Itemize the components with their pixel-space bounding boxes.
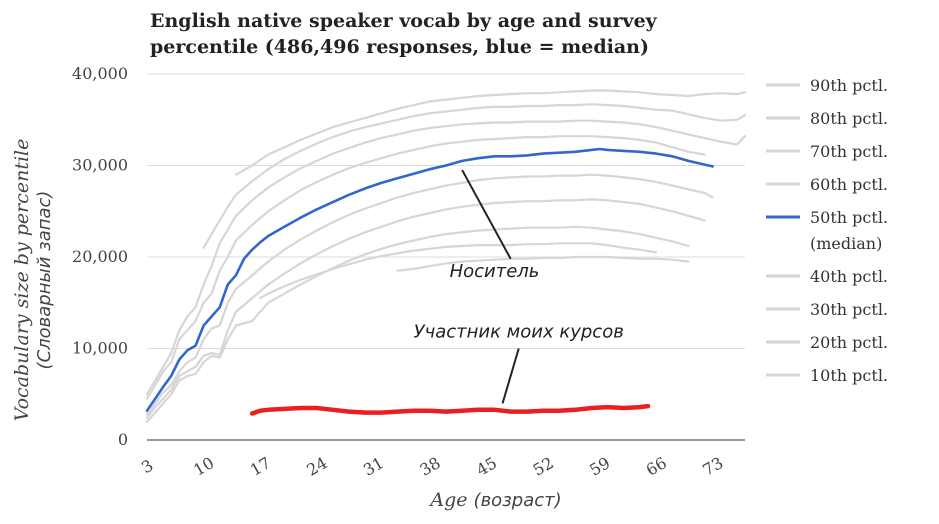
chart-title: English native speaker vocab by age and … [150,10,658,58]
chart-title-line-1: English native speaker vocab by age and … [150,10,658,32]
y-axis-title: Vocabulary size by percentile (Словарный… [11,139,55,422]
series-line-1 [202,103,747,249]
x-tick-labels: 3 10 17 24 31 38 45 52 59 66 73 [138,453,726,480]
x-tick-label: 73 [699,453,726,480]
annotation-label-1: Участник моих курсов [414,322,624,343]
legend-label: 80th pctl. [810,109,888,128]
legend-label: 40th pctl. [810,267,888,286]
y-tick-label: 40,000 [72,64,128,83]
legend-label: 50th pctl. [810,208,888,227]
x-axis-title-note: (возраст) [474,490,562,511]
series-lines [145,89,747,423]
y-tick-label: 10,000 [72,339,128,358]
legend-label: 70th pctl. [810,142,888,161]
x-tick-label: 66 [643,453,670,480]
svg-text:Vocabulary size by percentile: Vocabulary size by percentile [11,139,33,422]
series-line-7 [145,225,690,423]
svg-text:Age (возраст): Age (возраст) [428,489,561,511]
x-tick-label: 24 [303,453,330,480]
legend-label: 20th pctl. [810,333,888,352]
y-tick-labels: 0 10,000 20,000 30,000 40,000 [72,64,128,449]
series-line-0 [234,89,747,176]
annotation-pointer-1 [501,348,520,404]
y-tick-label: 0 [118,430,128,449]
x-tick-label: 31 [360,453,387,480]
x-axis-title: Age (возраст) [428,489,561,511]
svg-text:(Словарный запас): (Словарный запас) [34,191,55,370]
x-tick-label: 38 [417,453,444,480]
legend-label: 60th pctl. [810,175,888,194]
series-line-5 [145,173,714,416]
annotations: Носитель Участник моих курсов [414,169,624,404]
x-tick-label: 17 [247,453,274,480]
x-tick-label: 59 [586,453,613,480]
x-tick-label: 3 [138,456,156,478]
chart-title-line-2: percentile (486,496 responses, blue = me… [150,36,649,58]
x-tick-label: 45 [473,453,500,480]
annotation-label-0: Носитель [450,261,540,282]
y-axis-title-note: (Словарный запас) [34,191,55,370]
y-tick-label: 20,000 [72,247,128,266]
legend-label-note: (median) [810,234,882,253]
y-tick-label: 30,000 [72,156,128,175]
legend-label: 30th pctl. [810,300,888,319]
series-line-8 [259,242,658,300]
series-line-2 [145,119,747,396]
x-axis-title-text: Age [428,489,467,511]
series-line-4 [145,147,714,412]
x-tick-label: 10 [190,453,217,480]
legend-label: 90th pctl. [810,76,888,95]
x-tick-label: 52 [530,453,557,480]
series-line-6 [145,198,706,420]
series-line-3 [145,135,706,400]
annotation-pointer-0 [461,169,512,260]
gridlines [147,73,745,441]
series-line-9 [396,255,690,272]
series-line-10 [249,403,651,416]
y-axis-title-text: Vocabulary size by percentile [11,139,33,422]
legend: 90th pctl. 80th pctl. 70th pctl. 60th pctl.… [766,76,888,385]
legend-label: 10th pctl. [810,366,888,385]
